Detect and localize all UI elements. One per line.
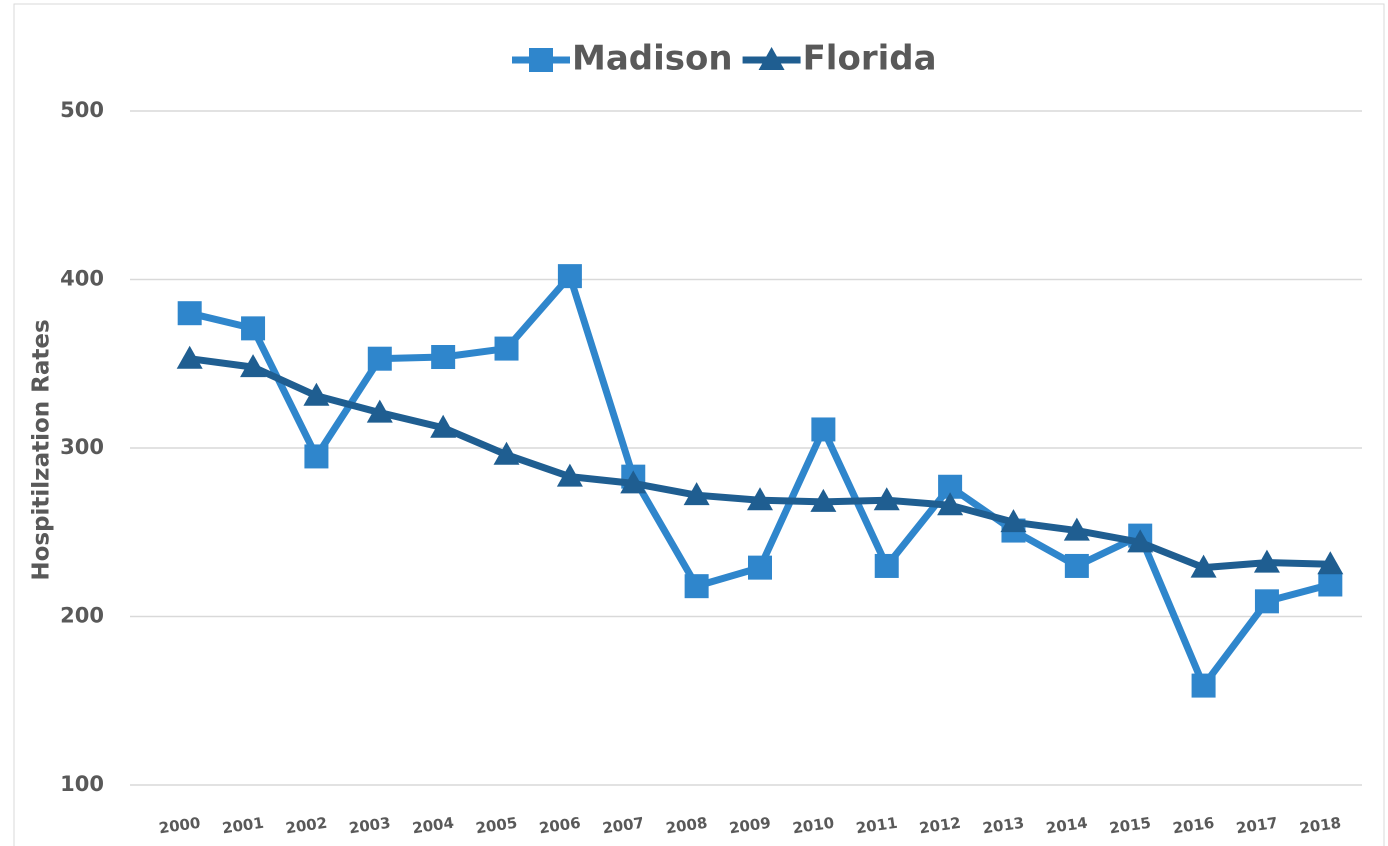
marker xyxy=(304,444,329,469)
marker xyxy=(1064,553,1089,578)
marker xyxy=(1191,673,1216,698)
x-tick-label: 2003 xyxy=(348,814,392,838)
marker xyxy=(684,574,709,599)
legend-label: Florida xyxy=(803,39,937,79)
y-tick-label: 500 xyxy=(60,98,104,122)
marker xyxy=(811,417,836,442)
x-tick-label: 2015 xyxy=(1108,814,1152,838)
x-tick-label: 2018 xyxy=(1298,814,1342,838)
marker xyxy=(1190,554,1217,578)
x-tick-label: 2017 xyxy=(1235,814,1279,838)
x-tick-label: 2013 xyxy=(981,814,1025,838)
marker xyxy=(810,488,837,512)
marker xyxy=(557,264,582,289)
marker xyxy=(1254,589,1279,614)
marker xyxy=(367,346,392,371)
x-tick-label: 2008 xyxy=(665,814,709,838)
x-tick-label: 2007 xyxy=(601,814,645,838)
x-tick-label: 2000 xyxy=(158,814,202,838)
x-tick-label: 2012 xyxy=(918,814,962,838)
y-tick-label: 300 xyxy=(60,435,104,459)
marker xyxy=(556,463,583,487)
x-tick-label: 2011 xyxy=(855,814,899,838)
x-tick-label: 2002 xyxy=(284,814,328,838)
marker xyxy=(937,492,964,516)
legend-marker xyxy=(529,48,553,72)
x-tick-label: 2016 xyxy=(1172,814,1216,838)
x-tick-label: 2010 xyxy=(791,814,835,838)
x-tick-label: 2004 xyxy=(411,814,455,838)
marker xyxy=(748,555,772,580)
y-tick-label: 400 xyxy=(60,267,104,291)
marker xyxy=(431,345,456,370)
marker xyxy=(1063,517,1090,541)
legend-label: Madison xyxy=(572,39,733,79)
x-tick-label: 2014 xyxy=(1045,814,1089,838)
marker xyxy=(366,399,393,423)
marker xyxy=(1317,551,1344,575)
x-tick-label: 2006 xyxy=(538,814,582,838)
y-axis-title: Hospitilzation Rates xyxy=(29,319,55,580)
marker xyxy=(873,487,900,511)
marker xyxy=(1253,549,1280,573)
x-tick-label: 2005 xyxy=(475,814,519,838)
marker xyxy=(303,382,330,406)
x-tick-label: 2001 xyxy=(221,814,265,838)
chart-frame xyxy=(13,3,1385,846)
y-tick-label: 200 xyxy=(60,604,104,628)
x-tick-label: 2009 xyxy=(728,814,772,838)
marker xyxy=(240,354,267,378)
y-tick-label: 100 xyxy=(60,772,104,796)
marker xyxy=(620,470,647,494)
marker xyxy=(683,482,710,506)
marker xyxy=(1127,529,1154,553)
marker xyxy=(493,441,520,465)
marker xyxy=(1000,509,1027,533)
marker xyxy=(1318,572,1343,597)
legend-marker xyxy=(758,47,785,70)
series-line xyxy=(188,272,1332,690)
marker xyxy=(177,301,202,326)
marker xyxy=(430,414,457,438)
marker xyxy=(747,487,773,511)
marker xyxy=(241,316,266,341)
marker xyxy=(874,553,899,578)
marker xyxy=(176,345,203,369)
marker xyxy=(494,336,519,361)
